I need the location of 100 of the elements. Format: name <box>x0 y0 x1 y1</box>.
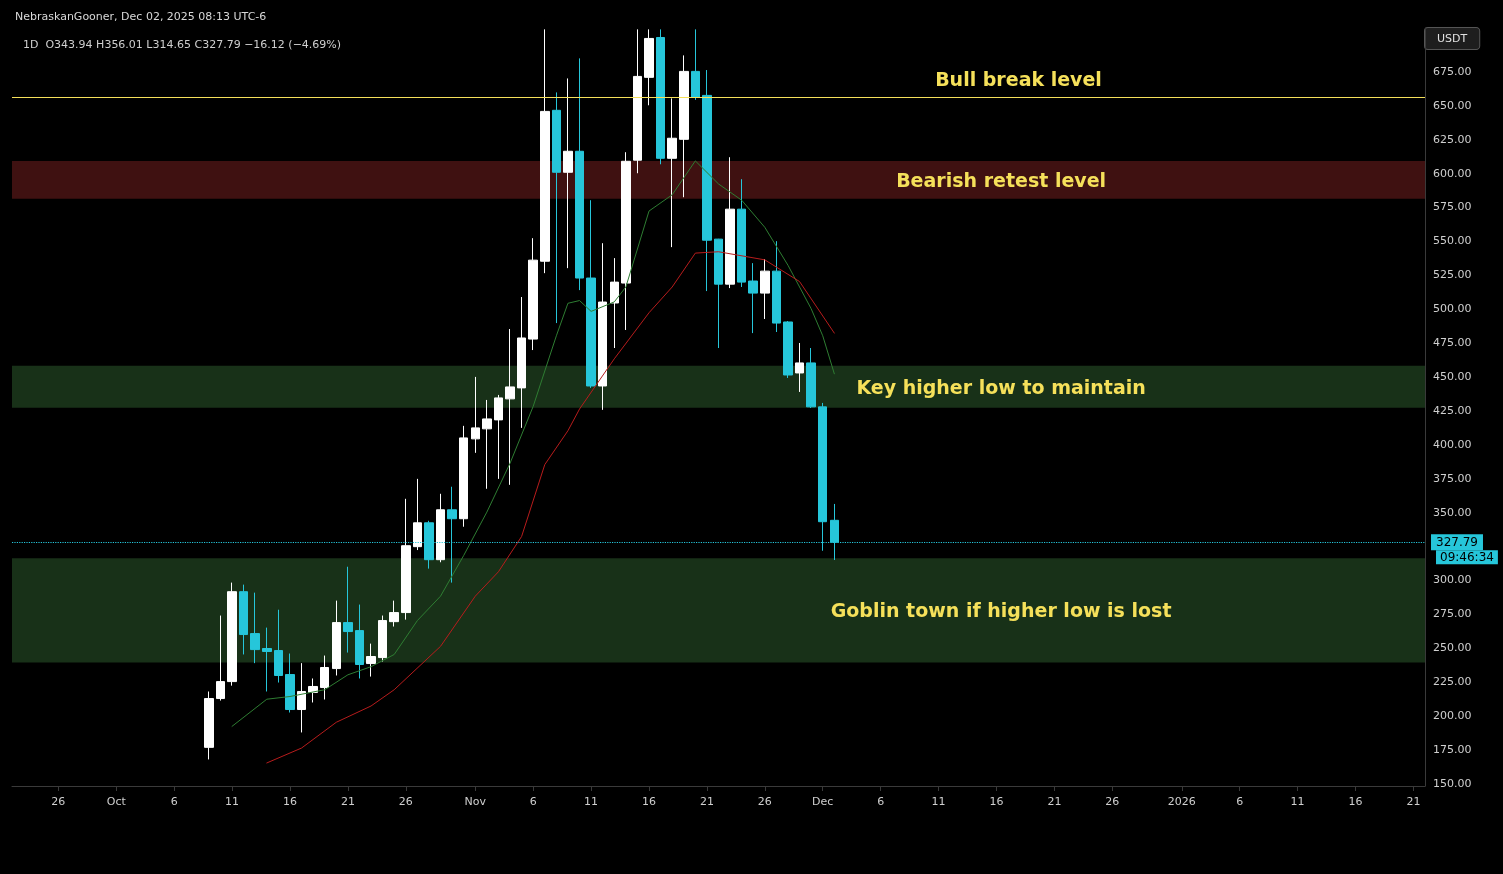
y-tick-label: 625.00 <box>1433 132 1472 146</box>
text: 1D O343.94 H356.01 L314.65 C327.79 −16.12 (−4.69%) <box>23 38 342 51</box>
x-tick-label: 26 <box>398 795 413 808</box>
candlestick <box>575 57 584 291</box>
x-tick-label: 6 <box>170 795 178 808</box>
candlestick <box>563 77 573 269</box>
candlestick <box>552 91 561 324</box>
candlestick <box>436 493 445 563</box>
candlestick <box>494 394 503 480</box>
candlestick <box>332 600 341 676</box>
candlestick <box>320 655 329 700</box>
candlestick <box>621 151 631 331</box>
x-tick-label: 6 <box>529 795 537 808</box>
x-tick-label: 21 <box>699 795 714 808</box>
candlestick <box>737 178 746 288</box>
candlestick <box>714 238 723 349</box>
x-tick-label: 11 <box>584 795 599 808</box>
candlestick <box>216 615 225 702</box>
x-tick-label: 11 <box>225 795 240 808</box>
candlestick <box>656 28 665 165</box>
candlestick <box>482 399 492 490</box>
x-tick-label: 6 <box>877 795 885 808</box>
band-label: Goblin town if higher low is lost <box>830 599 1172 622</box>
candlestick <box>239 584 248 655</box>
y-tick-label: 175.00 <box>1433 742 1472 756</box>
x-tick-label: 16 <box>989 795 1004 808</box>
x-tick-label: 6 <box>1236 795 1244 808</box>
candlestick <box>691 28 700 101</box>
candlestick <box>540 28 550 274</box>
x-tick-label: 11 <box>1290 795 1305 808</box>
candlestick <box>285 653 295 714</box>
candlestick <box>505 328 515 486</box>
y-tick-label: 225.00 <box>1433 675 1472 689</box>
y-tick-label: 275.00 <box>1433 607 1472 621</box>
candlestick <box>772 240 781 333</box>
x-tick-label: 21 <box>1047 795 1062 808</box>
y-tick-label: 200.00 <box>1433 708 1472 722</box>
candlestick <box>783 320 793 379</box>
candlestick <box>389 600 399 628</box>
candlestick <box>297 662 306 733</box>
candlestick <box>366 643 376 678</box>
candlestick <box>679 54 689 198</box>
band-label: Key higher low to maintain <box>856 375 1146 398</box>
candlestick <box>471 376 480 454</box>
candlestick <box>633 28 642 174</box>
candlestick <box>343 566 353 654</box>
x-tick-label: 16 <box>642 795 657 808</box>
candlestick <box>806 347 816 409</box>
x-tick-label: 16 <box>282 795 297 808</box>
candlestick <box>250 592 260 664</box>
y-tick-label: 500.00 <box>1433 302 1472 316</box>
candlestick <box>586 199 596 389</box>
x-tick-label: Nov <box>464 795 487 808</box>
chart-subtitle: NebraskanGooner, Dec 02, 2025 08:13 UTC-6 <box>15 10 267 23</box>
candlestick <box>204 690 214 760</box>
ref-line-label: Bull break level <box>935 67 1102 90</box>
candlestick <box>667 97 677 248</box>
candlestick <box>308 677 318 703</box>
y-tick-label: 650.00 <box>1433 98 1472 112</box>
y-tick-label: 300.00 <box>1433 573 1472 587</box>
y-tick-label: 150.00 <box>1433 776 1472 790</box>
candlestick <box>702 69 712 292</box>
x-tick-label: 26 <box>1105 795 1120 808</box>
x-tick-label: 21 <box>340 795 355 808</box>
candlestick <box>227 582 237 687</box>
candlestick <box>644 28 654 106</box>
x-tick-label: 11 <box>931 795 946 808</box>
y-tick-label: 675.00 <box>1433 64 1472 78</box>
y-tick-label: 450.00 <box>1433 369 1472 383</box>
candlestick <box>598 242 607 411</box>
x-tick-label: 21 <box>1406 795 1421 808</box>
candlestick <box>528 237 538 351</box>
candlestick <box>725 156 735 289</box>
y-tick-label: 250.00 <box>1433 641 1472 655</box>
y-tick-label: 575.00 <box>1433 200 1472 214</box>
candlestick <box>401 498 411 621</box>
candlestick <box>274 609 283 684</box>
x-tick-label: 16 <box>1348 795 1363 808</box>
y-tick-label: 375.00 <box>1433 471 1472 485</box>
y-tick-label: 525.00 <box>1433 268 1472 282</box>
candlestick <box>610 257 619 349</box>
x-tick-label: Oct <box>106 795 127 808</box>
candlestick <box>459 425 468 528</box>
y-tick-label: 350.00 <box>1433 505 1472 519</box>
candlestick <box>748 262 758 334</box>
x-tick-label: 2026 <box>1167 795 1196 808</box>
candlestick <box>413 478 422 551</box>
candlestick <box>355 604 364 679</box>
band-label: Bearish retest level <box>896 168 1107 191</box>
x-tick-label: Dec <box>812 795 834 808</box>
candlestick <box>517 296 526 429</box>
y-axis-title: USDT <box>1437 32 1468 45</box>
x-tick-label: 26 <box>51 795 66 808</box>
y-tick-label: 475.00 <box>1433 336 1472 350</box>
ref-line-label: 327.79 <box>1436 535 1478 550</box>
candlestick <box>760 258 770 320</box>
x-tick-label: 26 <box>757 795 772 808</box>
candlestick <box>795 342 804 393</box>
y-tick-label: 550.00 <box>1433 234 1472 248</box>
text: 09:46:34 <box>1440 550 1494 565</box>
